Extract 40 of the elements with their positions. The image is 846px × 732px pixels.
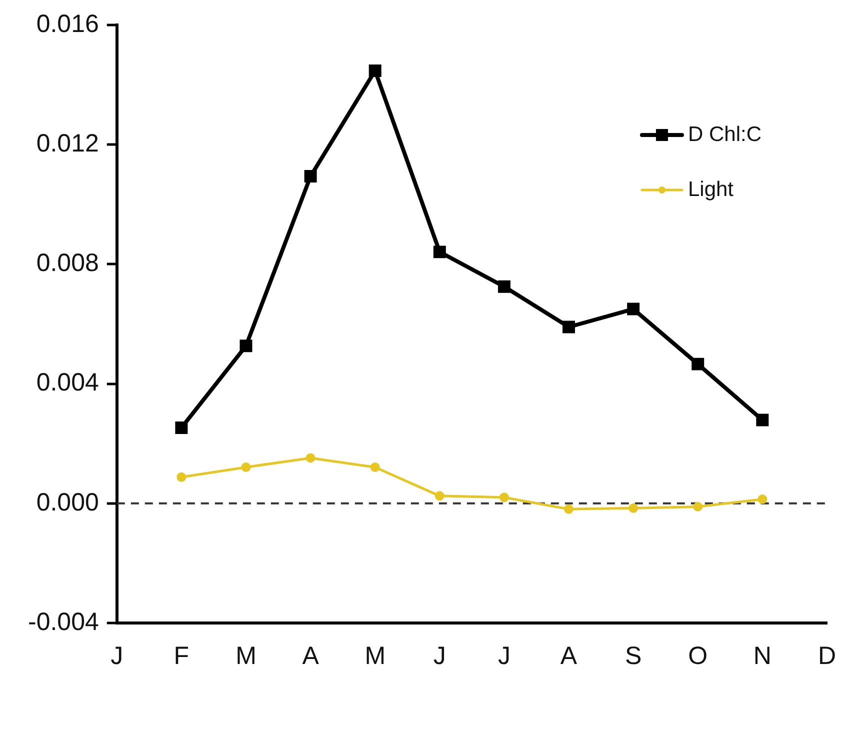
point	[304, 170, 317, 183]
point	[175, 422, 188, 434]
y-tick-label: 0.016	[36, 10, 99, 38]
point	[627, 302, 640, 316]
x-tick-label: J	[433, 642, 446, 670]
y-tick-label: 0.012	[36, 129, 99, 158]
x-tick-label: F	[174, 642, 190, 670]
point	[499, 492, 509, 502]
point	[758, 494, 768, 504]
point	[240, 340, 252, 352]
x-tick-label: S	[624, 642, 642, 670]
x-tick-label: J	[110, 642, 124, 670]
x-tick-label: J	[498, 642, 510, 670]
x-tick-label: A	[302, 642, 320, 670]
point	[564, 504, 574, 514]
point	[756, 414, 769, 426]
x-tick-label: M	[364, 642, 386, 670]
point	[176, 472, 186, 482]
x-tick-label: M	[236, 642, 256, 670]
point	[434, 491, 444, 501]
point	[370, 462, 380, 472]
point	[628, 503, 638, 513]
point	[433, 246, 446, 258]
point	[498, 280, 510, 293]
point	[693, 502, 703, 512]
x-tick-label: O	[688, 642, 708, 670]
point	[306, 453, 316, 463]
x-tick-label: D	[818, 642, 836, 670]
y-tick-label: -0.004	[28, 608, 99, 636]
x-tick-label: N	[753, 642, 772, 670]
point	[368, 64, 382, 77]
point	[562, 320, 575, 334]
legend-label: Light	[688, 178, 734, 201]
y-tick-label: 0.008	[36, 249, 99, 278]
point	[241, 462, 251, 472]
y-tick-label: 0.000	[36, 488, 99, 516]
point	[692, 358, 704, 370]
legend-label: D Chl:C	[688, 122, 762, 146]
y-tick-label: 0.004	[36, 368, 99, 397]
x-tick-label: A	[560, 642, 578, 670]
